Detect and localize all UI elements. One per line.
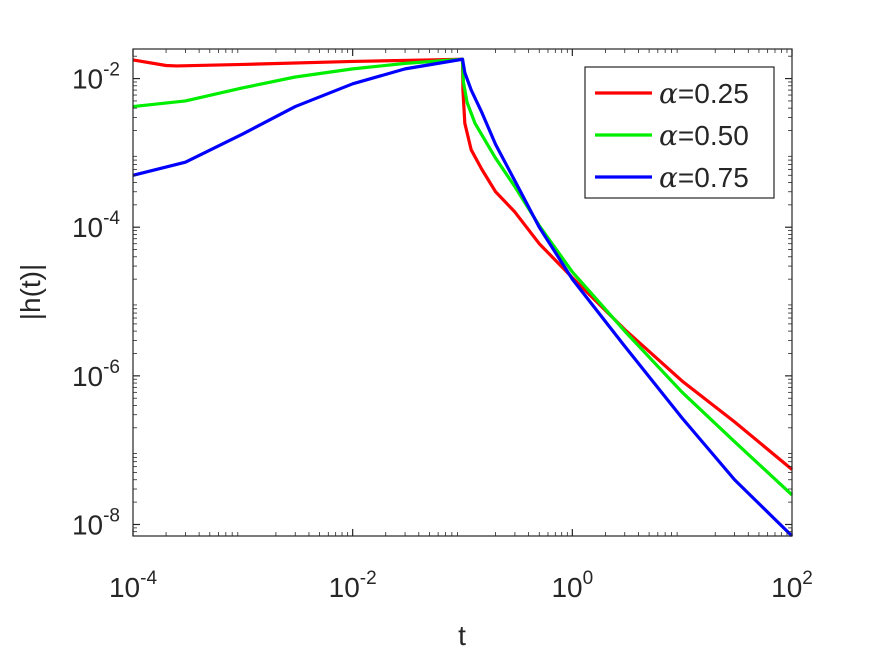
legend-label-3: α=0.75 xyxy=(659,161,749,194)
y-tick-label-1: 10-8 xyxy=(72,505,120,540)
x-tick-label-3: 100 xyxy=(551,568,593,603)
y-tick-label-4: 10-2 xyxy=(72,60,120,95)
axes-box xyxy=(132,48,793,537)
x-tick-label-1: 10-4 xyxy=(109,568,157,603)
x-tick-label-2: 10-2 xyxy=(329,568,377,603)
y-tick-label-3: 10-4 xyxy=(72,208,120,243)
legend-label-1: α=0.25 xyxy=(659,77,749,110)
tick-layer: 10-4 10-2 100 102 10-8 10-6 10-4 10-2 xyxy=(72,49,813,603)
x-tick-label-4: 102 xyxy=(771,568,813,603)
x-axis-label: t xyxy=(458,620,466,651)
series-line-2 xyxy=(132,57,794,497)
series-layer xyxy=(132,57,794,538)
series-line-3 xyxy=(132,57,794,538)
y-tick-label-2: 10-6 xyxy=(72,357,120,392)
legend: α=0.25 α=0.50 α=0.75 xyxy=(584,66,775,199)
y-axis-label: |h(t)| xyxy=(15,264,46,321)
legend-label-2: α=0.50 xyxy=(659,119,749,152)
